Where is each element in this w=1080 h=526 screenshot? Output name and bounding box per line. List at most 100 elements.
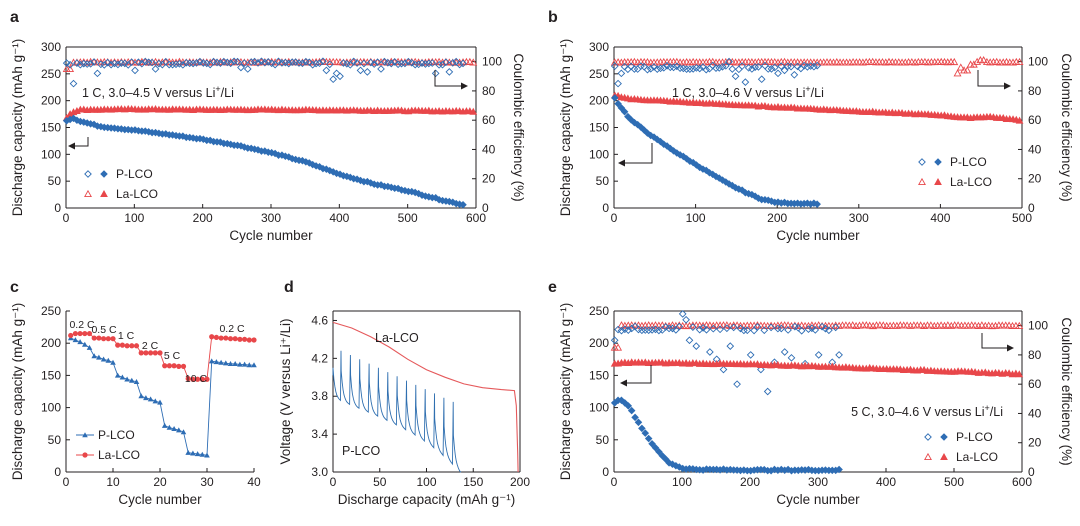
p-lco-ce-point bbox=[407, 59, 416, 67]
p-lco-ce-point bbox=[455, 60, 464, 69]
p-lco-ce-point bbox=[650, 63, 658, 71]
p-lco-ce-point bbox=[767, 65, 776, 73]
p-lco-ce-point bbox=[777, 324, 786, 333]
p-lco-ce-point bbox=[655, 326, 663, 335]
p-lco-ce-point bbox=[682, 65, 691, 73]
p-lco-ce-point bbox=[315, 59, 324, 68]
p-lco-rate-point bbox=[157, 399, 163, 405]
p-lco-ce-point bbox=[620, 62, 629, 71]
p-lco-ce-point bbox=[787, 353, 796, 362]
p-lco-ce-point bbox=[767, 323, 775, 332]
p-lco-ce-point bbox=[666, 63, 675, 72]
panel-e-chart: 0 100 200 300 400 500 600050100150200250Cycle … bbox=[558, 303, 1074, 507]
la-lco-rate-point bbox=[166, 363, 172, 369]
la-lco-rate-point bbox=[129, 343, 135, 349]
p-lco-ce-point bbox=[325, 60, 334, 69]
p-lco-ce-point bbox=[288, 58, 297, 67]
x-tick-label: 100 bbox=[416, 475, 436, 489]
p-lco-rate-point bbox=[237, 361, 243, 367]
p-lco-ce-point bbox=[731, 72, 740, 81]
p-lco-ce-point bbox=[377, 65, 385, 73]
p-lco-ce-point bbox=[685, 336, 694, 345]
p-lco-ce-point bbox=[784, 326, 792, 334]
p-lco-ce-point bbox=[431, 69, 440, 78]
x-tick-label: 300 bbox=[808, 475, 828, 489]
la-lco-rate-point bbox=[195, 376, 201, 382]
p-lco-ce-point bbox=[814, 351, 823, 359]
p-lco-rate-point bbox=[185, 449, 191, 455]
y-tick-label: 300 bbox=[589, 40, 609, 54]
p-lco-ce-point bbox=[332, 69, 341, 78]
p-lco-ce-point bbox=[284, 59, 293, 68]
p-lco-ce-point bbox=[669, 63, 678, 72]
y-tick-label: 200 bbox=[41, 94, 61, 108]
p-lco-rate-point bbox=[77, 339, 83, 345]
p-lco-ce-point bbox=[813, 61, 822, 70]
legend-p-lco-open-marker bbox=[924, 433, 932, 441]
p-lco-ce-point bbox=[709, 324, 718, 333]
la-lco-ce-point bbox=[963, 66, 972, 74]
x-tick-label: 300 bbox=[261, 211, 281, 225]
p-lco-ce-point bbox=[107, 60, 115, 69]
p-lco-capacity-point bbox=[656, 137, 665, 146]
p-lco-capacity-point bbox=[611, 94, 619, 102]
y2-tick-label: 0 bbox=[482, 201, 489, 215]
y-tick-label: 100 bbox=[589, 147, 609, 161]
la-lco-rate-point bbox=[213, 334, 219, 341]
p-lco-capacity-point bbox=[614, 99, 622, 108]
axis-pointer-arrow bbox=[74, 137, 89, 147]
p-lco-ce-point bbox=[353, 59, 361, 67]
x-tick-label: 100 bbox=[672, 475, 692, 489]
p-lco-ce-point bbox=[319, 57, 327, 66]
y2-tick-label: 20 bbox=[1028, 436, 1042, 450]
p-lco-ce-point bbox=[818, 322, 826, 331]
la-lco-ce-point bbox=[1015, 57, 1024, 66]
p-lco-ce-point bbox=[131, 66, 139, 75]
la-lco-rate-point bbox=[77, 330, 83, 337]
la-lco-ce-point bbox=[760, 57, 769, 65]
p-lco-ce-point bbox=[312, 59, 320, 68]
p-lco-ce-point bbox=[435, 60, 443, 69]
y2-tick-label: 60 bbox=[482, 113, 496, 127]
la-lco-rate-point bbox=[133, 343, 140, 349]
y2-tick-label: 80 bbox=[482, 84, 496, 98]
la-lco-rate-point bbox=[162, 363, 168, 369]
la-lco-rate-point bbox=[105, 336, 111, 342]
la-lco-rate-point bbox=[91, 335, 97, 341]
p-lco-ce-point bbox=[425, 59, 433, 68]
x-tick-label: 600 bbox=[1012, 475, 1032, 489]
y2-tick-label: 40 bbox=[1028, 406, 1042, 420]
la-lco-ce-point bbox=[66, 64, 75, 72]
legend-la-lco-label: La-LCO bbox=[116, 187, 158, 201]
legend-la-lco-label: La-LCO bbox=[956, 450, 998, 464]
legend-la-lco-open-marker bbox=[84, 189, 92, 198]
p-lco-rate-point bbox=[138, 393, 144, 399]
p-lco-ce-point bbox=[760, 326, 769, 335]
x-axis-label: Cycle number bbox=[776, 492, 860, 507]
p-lco-capacity-point bbox=[633, 120, 642, 129]
la-lco-rate-point bbox=[218, 335, 224, 341]
p-lco-capacity-point bbox=[663, 142, 671, 150]
p-lco-ce-point bbox=[394, 60, 402, 69]
la-lco-voltage-curve bbox=[332, 321, 519, 473]
la-lco-rate-point bbox=[204, 376, 210, 382]
p-lco-ce-point bbox=[373, 58, 382, 67]
p-lco-ce-point bbox=[322, 66, 331, 75]
p-lco-ce-point bbox=[715, 64, 724, 72]
p-lco-ce-point bbox=[644, 326, 653, 335]
panel-b-chart: 0 100 200 300 400 500050100150200250300Cycle … bbox=[558, 39, 1074, 243]
p-lco-capacity-point bbox=[620, 107, 629, 116]
x-tick-label: 30 bbox=[200, 475, 214, 489]
y2-tick-label: 100 bbox=[1028, 55, 1048, 69]
p-lco-ce-point bbox=[627, 324, 636, 333]
p-lco-capacity-point bbox=[668, 460, 677, 469]
legend-p-lco-filled-marker bbox=[940, 433, 948, 441]
p-lco-rate-point bbox=[227, 361, 234, 367]
la-lco-capacity-point bbox=[1015, 370, 1024, 378]
p-lco-capacity-point bbox=[653, 135, 662, 144]
p-lco-ce-point bbox=[718, 62, 727, 71]
la-lco-rate-point bbox=[115, 342, 121, 348]
p-lco-ce-point bbox=[780, 66, 789, 75]
axis-pointer-arrow bbox=[434, 70, 462, 87]
la-lco-rate-point bbox=[119, 342, 125, 348]
